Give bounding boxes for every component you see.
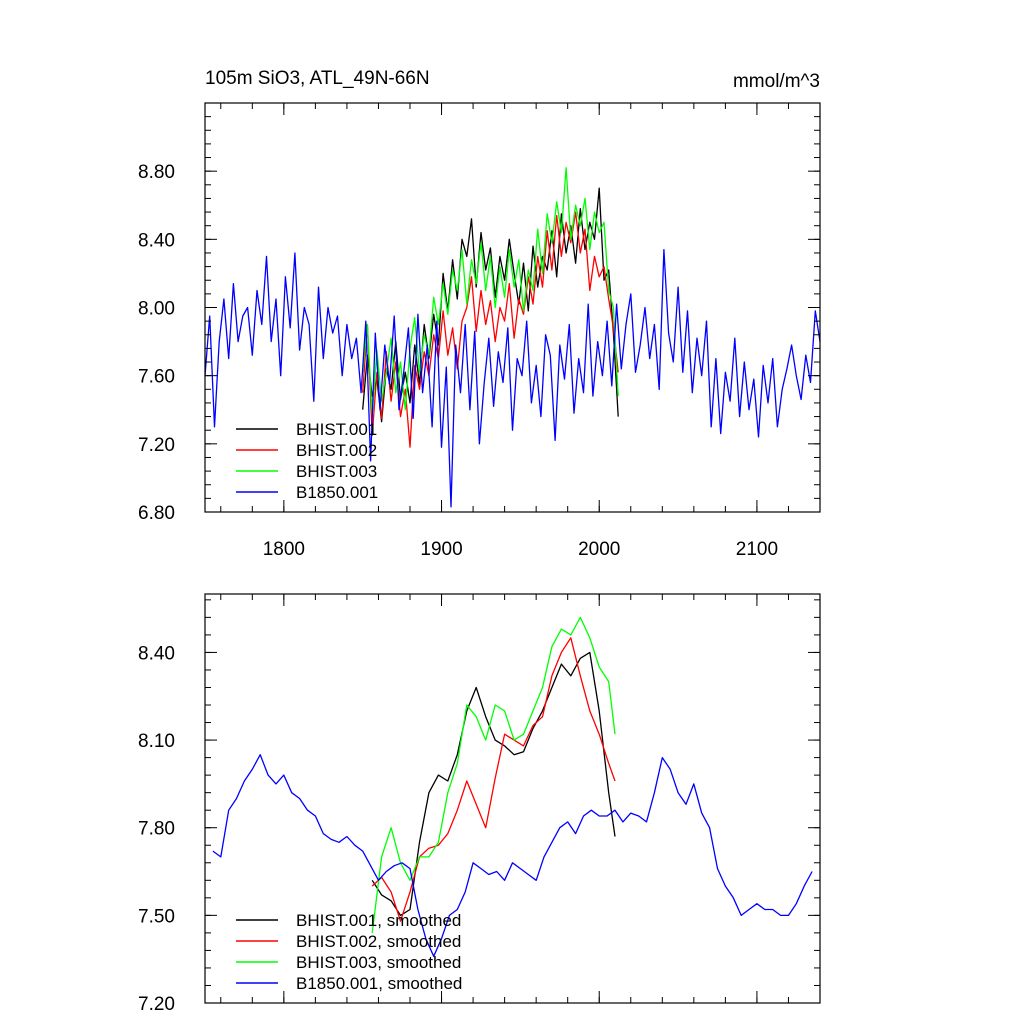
y-tick-label-8-40: 8.40 [138, 230, 175, 251]
legend-label-b1850-001-smoothed: B1850.001, smoothed [296, 974, 462, 993]
units-label: mmol/m^3 [733, 71, 820, 92]
x-tick-label-1800: 1800 [263, 539, 305, 560]
legend-label-b1850-001: B1850.001 [296, 483, 378, 502]
y-tick-label-8-40: 8.40 [138, 643, 175, 664]
series-line-b1850-001 [204, 248, 821, 508]
y-tick-label-7-80: 7.80 [138, 819, 175, 840]
legend-label-bhist-003: BHIST.003 [296, 462, 377, 481]
chart-title: 105m SiO3, ATL_49N-66N [205, 68, 430, 89]
y-tick-label-7-60: 7.60 [138, 367, 175, 388]
y-tick-label-8-10: 8.10 [138, 731, 175, 752]
raw-legend: BHIST.001 BHIST.002 BHIST.003 B1850.001 [236, 420, 378, 502]
x-tick-label-2000: 2000 [578, 539, 620, 560]
raw-series-group [204, 167, 821, 508]
series-line-b1850-001-smoothed [212, 754, 813, 957]
legend-label-bhist-002: BHIST.002 [296, 441, 377, 460]
plot-frame [204, 593, 821, 1004]
series-line-bhist-003 [362, 167, 619, 418]
legend-label-bhist-001: BHIST.001 [296, 420, 377, 439]
smoothed-series-group [212, 616, 813, 957]
legend-label-bhist-001-smoothed: BHIST.001, smoothed [296, 911, 461, 930]
x-tick-label-1900: 1900 [420, 539, 462, 560]
panel-raw: 105m SiO3, ATL_49N-66N mmol/m^3 6.80 7.20… [138, 68, 821, 560]
series-line-bhist-002 [362, 211, 619, 448]
x-tick-label-2100: 2100 [736, 539, 778, 560]
y-tick-label-8-80: 8.80 [138, 162, 175, 183]
y-tick-label-7-20: 7.20 [138, 994, 175, 1015]
y-tick-label-8-00: 8.00 [138, 299, 175, 320]
raw-axis-ticks: 6.80 7.20 7.60 8.00 8.40 8.80 1800 1900 2000 2100 [138, 102, 821, 560]
smoothed-legend: BHIST.001, smoothed BHIST.002, smoothed … [236, 911, 462, 993]
series-line-bhist-002-smoothed [371, 637, 616, 922]
legend-label-bhist-003-smoothed: BHIST.003, smoothed [296, 953, 461, 972]
series-line-bhist-003-smoothed [371, 616, 616, 933]
legend-label-bhist-002-smoothed: BHIST.002, smoothed [296, 932, 461, 951]
series-line-bhist-001 [362, 187, 619, 423]
y-tick-label-6-80: 6.80 [138, 503, 175, 524]
y-tick-label-7-20: 7.20 [138, 435, 175, 456]
y-tick-label-7-50: 7.50 [138, 906, 175, 927]
panel-smoothed: 7.20 7.50 7.80 8.10 8.40 BHIST.001, smoothed… [138, 593, 821, 1015]
smoothed-axis-ticks: 7.20 7.50 7.80 8.10 8.40 [138, 594, 821, 1015]
